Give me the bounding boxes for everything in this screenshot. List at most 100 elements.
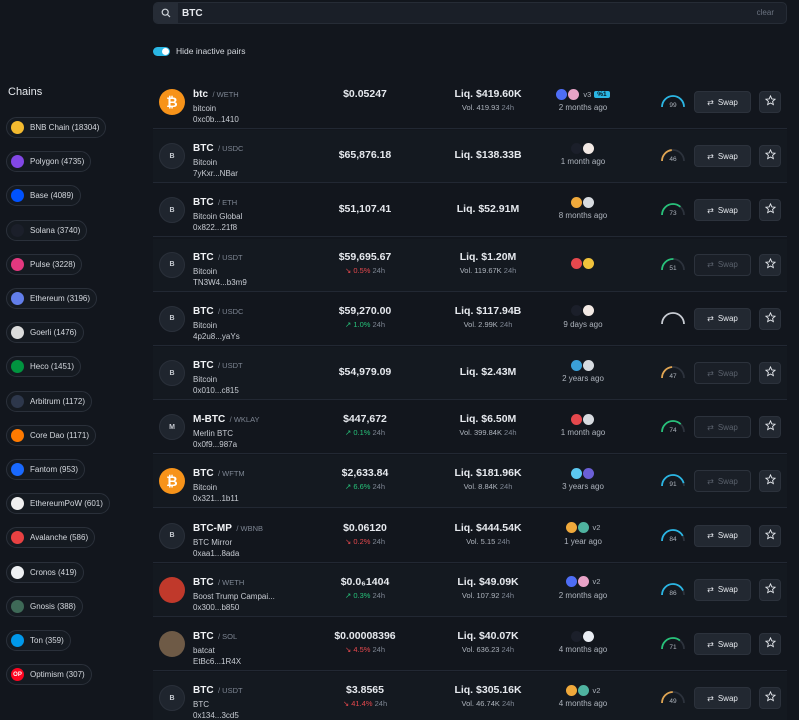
chain-chip[interactable]: Gnosis (388)	[6, 595, 83, 617]
pair-name[interactable]: BTC / WETH Boost Trump Campai... 0x300...b…	[193, 572, 275, 612]
volume-period: 24h	[499, 590, 515, 600]
favorite-button[interactable]	[759, 199, 781, 222]
swap-button[interactable]: ⇄ Swap	[694, 362, 751, 384]
pair-name[interactable]: BTC / WFTM Bitcoin 0x321...1b11	[193, 463, 245, 503]
volume-period: 24h	[499, 645, 515, 654]
chain-chip[interactable]: Polygon (4735)	[6, 151, 92, 173]
dex-icon	[571, 359, 582, 371]
dex-cell: v3 %1 2 months ago	[539, 88, 627, 112]
chain-chip[interactable]: Avalanche (586)	[6, 527, 96, 549]
swap-button[interactable]: ⇄ Swap	[694, 470, 751, 493]
pair-quote: / USDT	[218, 361, 243, 370]
clear-search-button[interactable]: clear	[756, 8, 774, 17]
swap-button[interactable]: ⇄ Swap	[694, 416, 751, 439]
dex-icon	[583, 258, 594, 270]
hide-inactive-label: Hide inactive pairs	[176, 46, 246, 56]
star-icon	[764, 581, 776, 599]
pair-quote: / ETH	[218, 198, 238, 208]
swap-button[interactable]: ⇄ Swap	[694, 145, 751, 168]
swap-button[interactable]: ⇄ Swap	[694, 633, 751, 655]
pair-row[interactable]: BTC / SOL batcat EtBc6...1R4X $0.00008396 ↘ …	[153, 618, 787, 671]
favorite-button[interactable]	[759, 687, 781, 710]
dex-icons: v2	[539, 576, 627, 588]
dex-icon	[577, 684, 589, 696]
pair-name[interactable]: BTC / USDC Bitcoin 4p2u8...yaYs	[193, 301, 243, 341]
favorite-button[interactable]	[759, 416, 781, 439]
liquidity-cell: Liq. $444.54K Vol. 5.15 24h	[425, 522, 551, 546]
pair-row[interactable]: ₿ btc / WETH bitcoin 0xc0b...1410 $0.05247 Li…	[153, 76, 787, 129]
dex-icon	[583, 359, 594, 371]
pair-row[interactable]: B BTC / USDT Bitcoin 0x010...c815 $54,979.09…	[153, 347, 787, 400]
search-bar[interactable]: clear	[153, 2, 787, 24]
chain-chip[interactable]: Goerli (1476)	[6, 322, 84, 344]
liquidity-cell: Liq. $40.07K Vol. 636.23 24h	[425, 630, 551, 654]
chain-chip[interactable]: Ethereum (3196)	[6, 288, 98, 309]
chain-chip[interactable]: Heco (1451)	[6, 356, 82, 378]
favorite-button[interactable]	[759, 524, 781, 547]
favorite-button[interactable]	[759, 470, 781, 493]
pair-row[interactable]: B BTC / USDT BTC 0x134...3cd5 $3.8565 ↘ 41.4%…	[153, 672, 787, 720]
favorite-button[interactable]	[759, 633, 781, 655]
search-icon[interactable]	[154, 3, 178, 23]
favorite-button[interactable]	[759, 578, 781, 601]
chain-chip[interactable]: Solana (3740)	[6, 219, 88, 241]
favorite-button[interactable]	[759, 145, 781, 168]
chain-chip[interactable]: EthereumPoW (601)	[6, 493, 110, 515]
chain-chip[interactable]: Arbitrum (1172)	[6, 390, 92, 412]
pair-row[interactable]: B BTC / USDC Bitcoin 4p2u8...yaYs $59,270.00…	[153, 293, 787, 346]
pair-name[interactable]: BTC / USDT Bitcoin TN3W4...b3m9	[193, 247, 247, 287]
swap-button[interactable]: ⇄ Swap	[694, 253, 751, 276]
pair-name[interactable]: BTC / ETH Bitcoin Global 0x822...21f8	[193, 192, 242, 232]
search-input[interactable]	[182, 3, 702, 23]
pair-name[interactable]: BTC / SOL batcat EtBc6...1R4X	[193, 626, 241, 666]
swap-button[interactable]: ⇄ Swap	[694, 578, 751, 601]
pair-name[interactable]: BTC / USDT Bitcoin 0x010...c815	[193, 355, 243, 395]
pair-age: 1 year ago	[564, 536, 602, 546]
chain-chip[interactable]: Fantom (953)	[6, 459, 86, 480]
price-change: ↘ 4.5% 24h	[313, 645, 417, 654]
price-value: $51,107.41	[338, 203, 392, 216]
pair-row[interactable]: M M-BTC / WKLAY Merlin BTC 0x0f9...987a $447…	[153, 401, 787, 455]
favorite-button[interactable]	[759, 307, 781, 330]
chain-chip[interactable]: OP Optimism (307)	[6, 664, 92, 686]
hide-inactive-toggle[interactable]	[153, 46, 170, 56]
chain-label: Avalanche (586)	[30, 533, 89, 543]
swap-arrows-icon: ⇄	[707, 368, 714, 378]
chain-chip[interactable]: BNB Chain (18304)	[6, 117, 107, 138]
swap-button[interactable]: ⇄ Swap	[694, 307, 751, 330]
swap-button[interactable]: ⇄ Swap	[694, 91, 751, 113]
swap-button[interactable]: ⇄ Swap	[694, 687, 751, 710]
score-gauge-icon	[661, 149, 685, 162]
chain-chip[interactable]: Pulse (3228)	[6, 253, 83, 275]
favorite-button[interactable]	[759, 253, 781, 276]
swap-button[interactable]: ⇄ Swap	[694, 524, 751, 547]
fee-badge: %1	[594, 90, 610, 98]
pair-symbol-line: BTC / WFTM	[193, 463, 245, 481]
pair-row[interactable]: B BTC-MP / WBNB BTC Mirror 0xaa1...8ada $0.0…	[153, 510, 787, 563]
chain-chip[interactable]: Ton (359)	[6, 630, 71, 651]
liquidity-value: Liq. $419.60K	[454, 88, 522, 100]
pair-row[interactable]: B BTC / USDC Bitcoin 7yKxr...NBar $65,876.18…	[153, 130, 787, 184]
volume-period: 24h	[499, 699, 515, 709]
pair-name[interactable]: btc / WETH bitcoin 0xc0b...1410	[193, 84, 239, 124]
chain-chip[interactable]: Cronos (419)	[6, 561, 84, 583]
swap-button[interactable]: ⇄ Swap	[694, 199, 751, 222]
pair-row[interactable]: B BTC / USDT Bitcoin TN3W4...b3m9 $59,695.67…	[153, 238, 787, 292]
volume-value: Vol. 5.15 24h	[425, 537, 551, 546]
pair-row[interactable]: ₿ BTC / WFTM Bitcoin 0x321...1b11 $2,633.84 ↗…	[153, 455, 787, 509]
dex-icons	[539, 467, 627, 479]
favorite-button[interactable]	[759, 91, 781, 113]
pair-name[interactable]: BTC-MP / WBNB BTC Mirror 0xaa1...8ada	[193, 518, 263, 558]
favorite-button[interactable]	[759, 362, 781, 384]
pair-symbol: M-BTC	[193, 414, 226, 426]
chain-chip[interactable]: Core Dao (1171)	[6, 424, 96, 446]
ethpow-icon	[11, 497, 24, 511]
pair-row[interactable]: BTC / WETH Boost Trump Campai... 0x300...b…	[153, 563, 787, 617]
pair-name[interactable]: M-BTC / WKLAY Merlin BTC 0x0f9...987a	[193, 409, 260, 449]
pair-name[interactable]: BTC / USDT BTC 0x134...3cd5	[193, 680, 243, 720]
pair-row[interactable]: B BTC / ETH Bitcoin Global 0x822...21f8 $51,…	[153, 184, 787, 238]
pair-name[interactable]: BTC / USDC Bitcoin 7yKxr...NBar	[193, 138, 243, 178]
token-logo-placeholder: B	[159, 251, 185, 278]
chain-chip[interactable]: Base (4089)	[6, 185, 81, 207]
bitcoin-logo-icon: ₿	[159, 89, 185, 115]
